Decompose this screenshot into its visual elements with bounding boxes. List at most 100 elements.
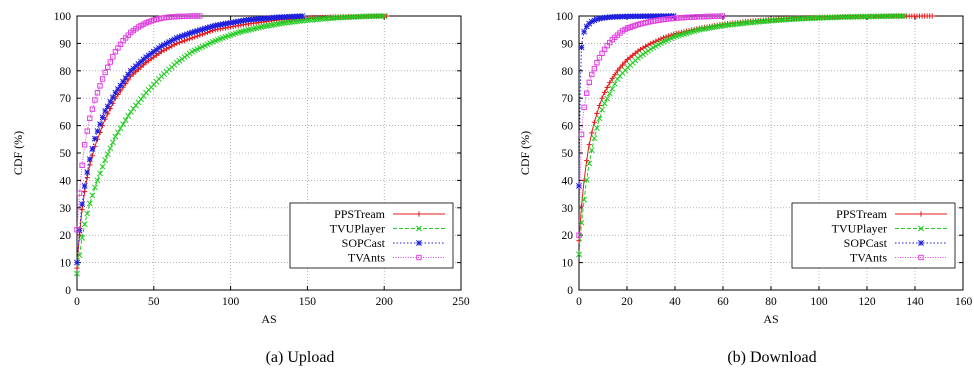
data-point	[299, 13, 306, 19]
data-point	[107, 98, 114, 105]
data-point	[163, 40, 170, 47]
data-point	[186, 30, 193, 37]
data-point	[658, 36, 664, 42]
data-point	[143, 54, 150, 61]
y-tick-label: 0	[567, 285, 573, 297]
data-point	[82, 188, 88, 194]
data-point	[117, 82, 124, 89]
data-point	[607, 80, 613, 86]
legend-marker	[918, 225, 924, 232]
data-point	[855, 13, 861, 20]
data-point	[168, 37, 175, 44]
x-axis-label: AS	[763, 312, 778, 326]
legend-label: PPSTream	[836, 207, 888, 221]
data-point	[609, 75, 615, 82]
data-point	[929, 13, 935, 19]
data-point	[133, 69, 139, 75]
data-point	[112, 133, 119, 140]
data-point	[829, 14, 836, 21]
data-point	[837, 14, 844, 21]
data-point	[371, 13, 377, 20]
data-point	[803, 15, 810, 22]
data-point	[153, 46, 160, 53]
data-point	[187, 36, 193, 42]
data-point	[880, 13, 887, 20]
data-point	[110, 54, 116, 60]
data-point	[122, 75, 129, 82]
data-point	[821, 14, 828, 21]
x-tick-label: 160	[955, 296, 973, 308]
y-tick-label: 80	[60, 66, 72, 78]
data-point	[92, 97, 98, 103]
series-line	[76, 15, 200, 230]
data-point	[773, 17, 780, 24]
data-point	[107, 145, 114, 152]
data-point	[115, 86, 121, 93]
data-point	[74, 259, 80, 266]
data-point	[184, 31, 191, 38]
data-point	[345, 14, 352, 21]
data-point	[578, 219, 585, 226]
series-sopcast	[74, 13, 306, 266]
data-point	[79, 234, 86, 241]
data-point	[194, 33, 200, 39]
y-tick-label: 40	[562, 175, 574, 187]
y-tick-label: 20	[60, 230, 72, 242]
data-point	[94, 90, 101, 96]
data-point	[97, 83, 103, 89]
data-point	[870, 13, 877, 20]
data-point	[594, 60, 600, 66]
data-point	[376, 13, 383, 20]
data-point	[645, 47, 652, 54]
data-point	[120, 121, 127, 128]
data-point	[862, 13, 869, 20]
data-point	[173, 34, 180, 41]
data-point	[793, 15, 800, 22]
data-point	[84, 175, 90, 181]
data-point	[104, 151, 111, 158]
y-tick-label: 50	[562, 148, 574, 160]
data-point	[79, 162, 85, 169]
legend-label: SOPCast	[342, 236, 386, 250]
data-point	[204, 24, 211, 31]
data-point	[81, 182, 88, 189]
data-point	[105, 111, 111, 117]
data-point	[107, 59, 113, 65]
data-point	[179, 38, 185, 45]
data-point	[791, 16, 797, 23]
data-point	[181, 54, 188, 61]
y-tick-label: 80	[562, 66, 574, 78]
data-point	[898, 13, 905, 19]
data-point	[79, 207, 85, 213]
data-point	[588, 147, 595, 154]
data-point	[584, 158, 590, 164]
data-point	[890, 13, 897, 20]
data-point	[591, 17, 598, 24]
data-point	[102, 69, 108, 76]
legend-label: SOPCast	[844, 236, 888, 250]
data-point	[583, 23, 590, 30]
data-point	[788, 16, 795, 23]
y-axis-label: CDF (%)	[518, 131, 532, 175]
data-point	[86, 200, 93, 207]
data-point	[622, 59, 628, 65]
data-point	[76, 252, 83, 259]
y-tick-label: 0	[65, 285, 71, 297]
data-point	[867, 13, 874, 20]
data-point	[885, 13, 892, 20]
data-point	[355, 13, 362, 20]
data-point	[606, 90, 613, 97]
data-point	[660, 35, 667, 41]
x-tick-label: 150	[299, 296, 317, 308]
y-axis-label: CDF (%)	[11, 131, 25, 175]
data-point	[117, 125, 124, 132]
x-axis-label: AS	[261, 312, 276, 326]
data-point	[611, 80, 618, 87]
data-point	[857, 13, 864, 20]
legend-marker	[918, 211, 924, 217]
data-point	[883, 13, 890, 20]
data-point	[617, 65, 623, 71]
data-point	[125, 71, 132, 78]
y-tick-label: 50	[60, 148, 72, 160]
